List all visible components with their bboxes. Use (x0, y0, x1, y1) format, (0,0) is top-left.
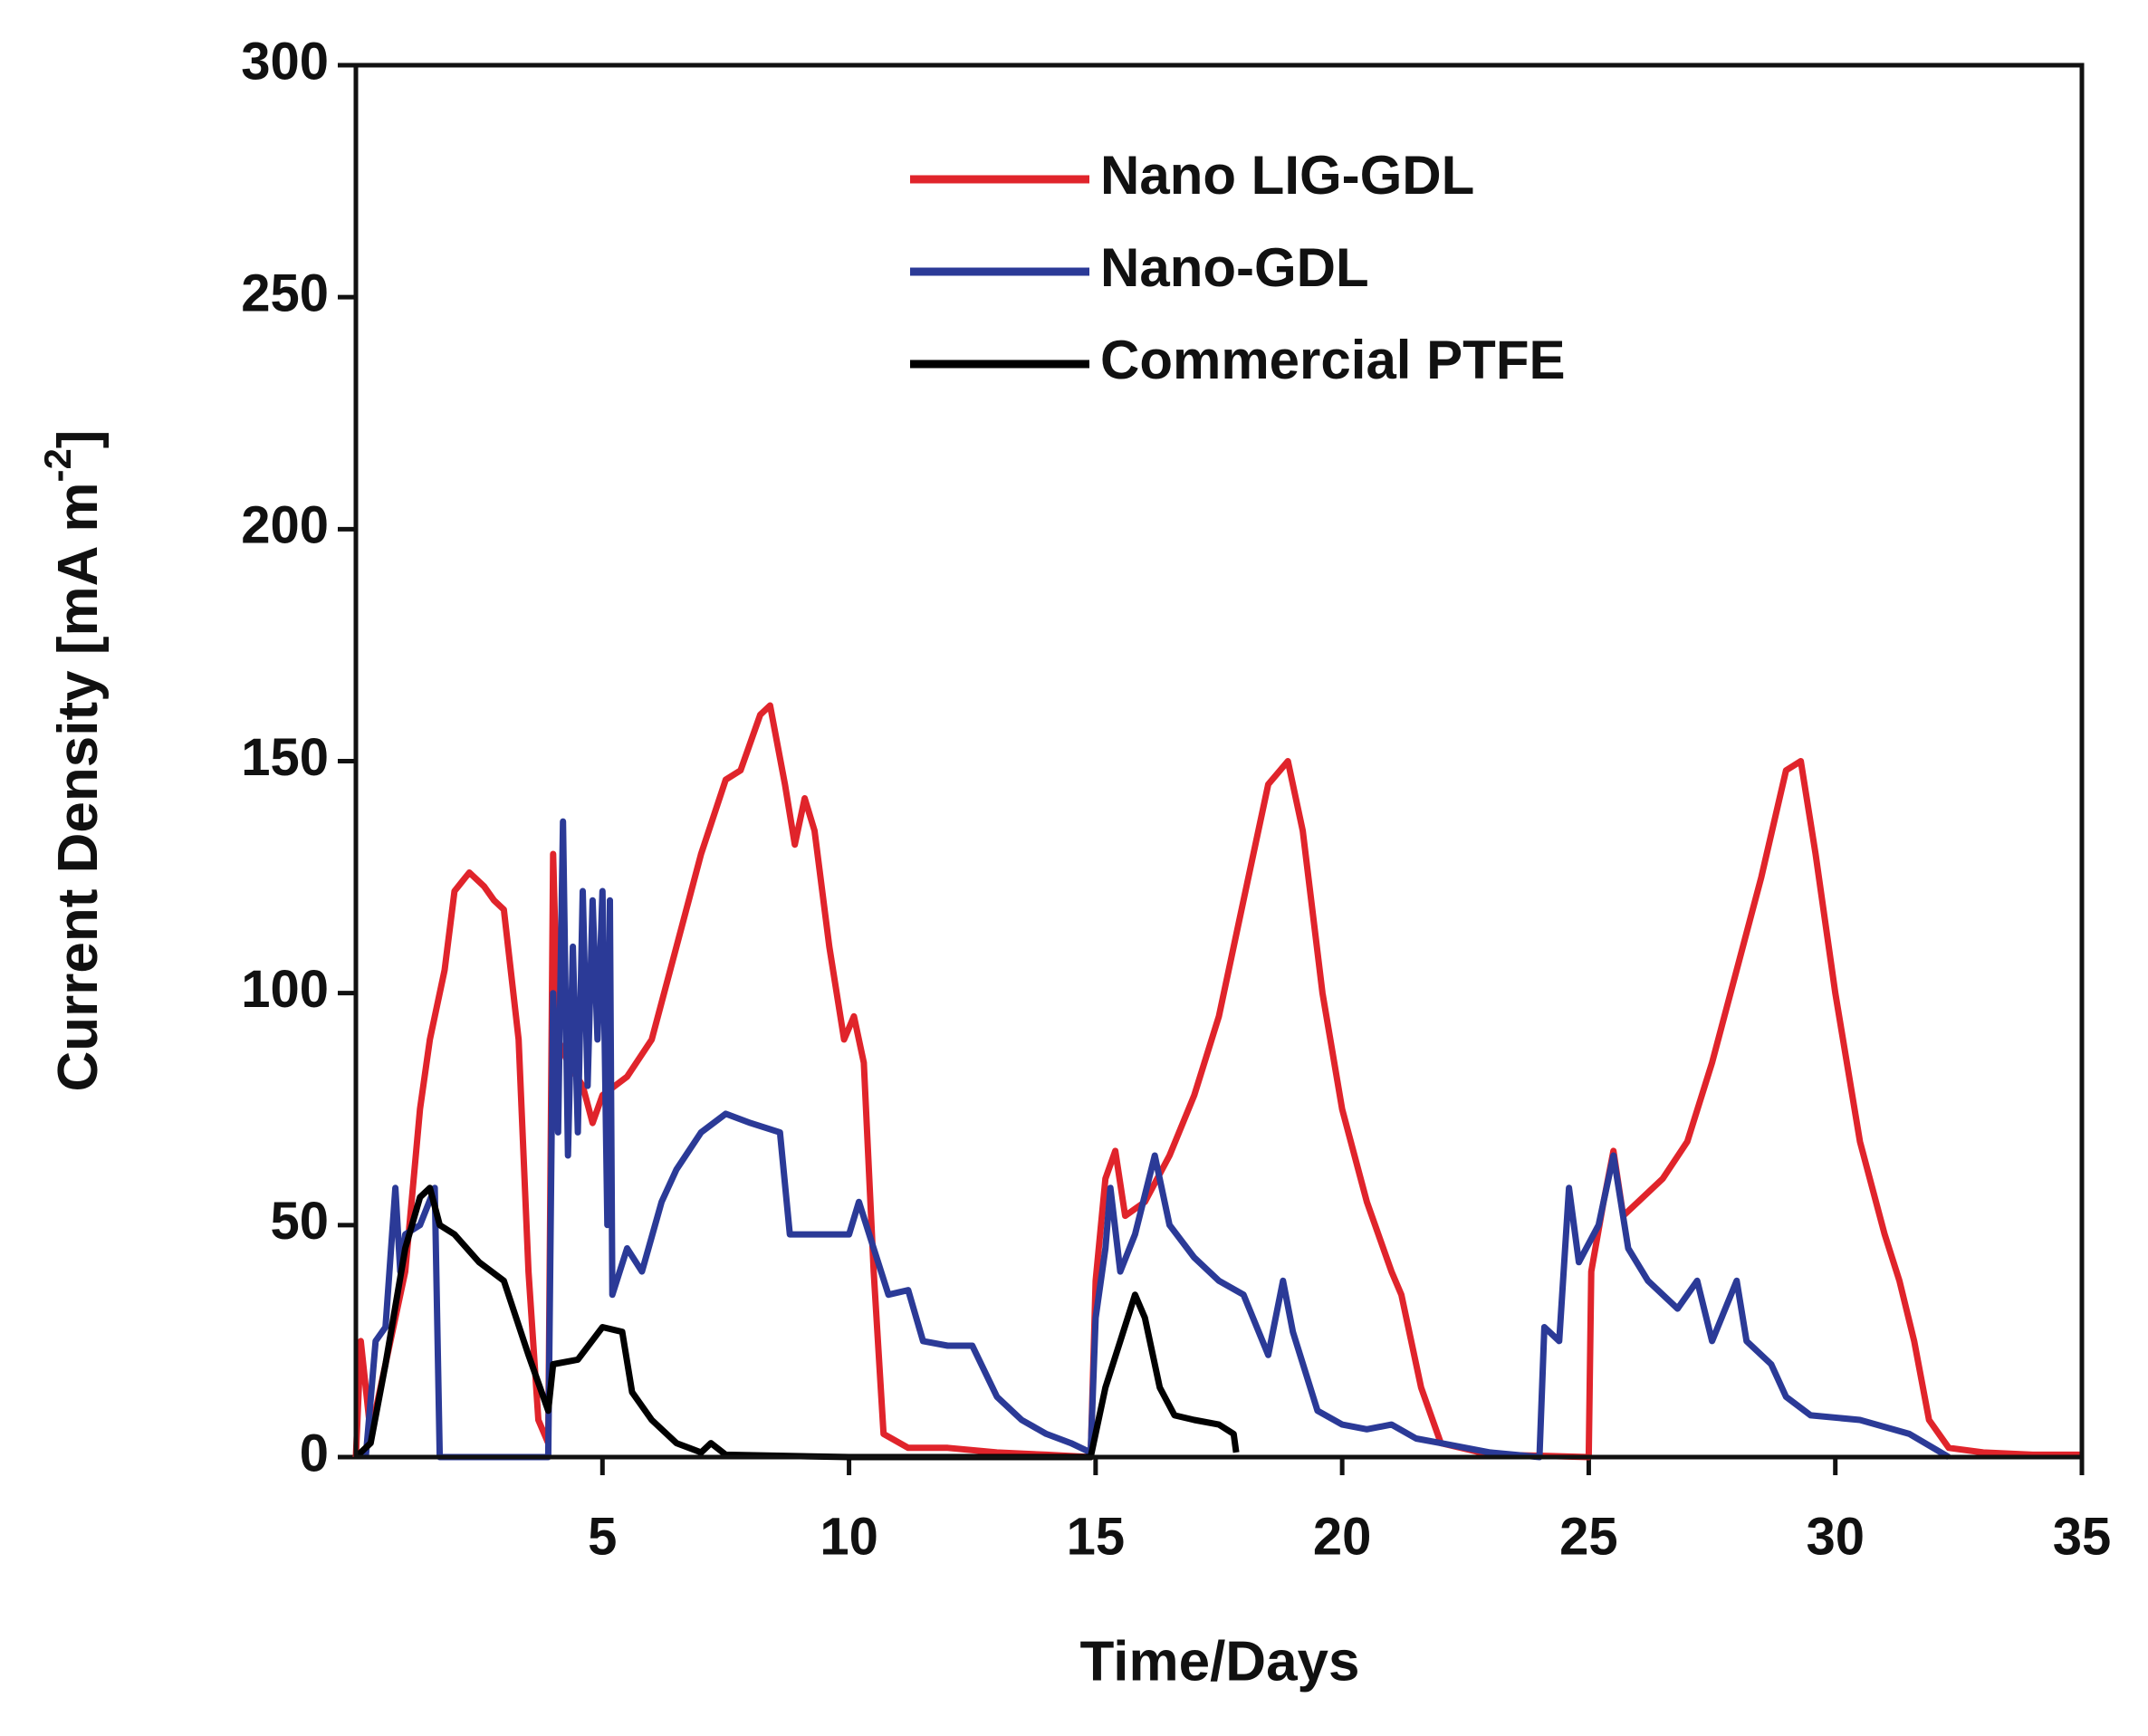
y-tick-label: 0 (300, 1424, 329, 1482)
y-tick-label: 50 (270, 1192, 329, 1251)
y-axis-title-sup: -2 (36, 448, 79, 482)
y-axis-title-text: Current Density [mA m (47, 483, 110, 1092)
y-axis-title: Current Density [mA m-2] (36, 430, 110, 1092)
y-tick-label: 150 (241, 728, 329, 787)
y-tick-label: 300 (241, 32, 329, 91)
y-axis-title-suffix: ] (47, 430, 110, 449)
y-tick-label: 200 (241, 496, 329, 555)
x-tick-label: 10 (820, 1507, 878, 1566)
plot-frame (353, 62, 2085, 1460)
x-tick-label: 20 (1313, 1507, 1372, 1566)
y-tick-label: 250 (241, 264, 329, 322)
x-tick-label: 15 (1067, 1507, 1126, 1566)
legend-label: Commercial PTFE (1100, 330, 1566, 390)
x-tick-label: 25 (1559, 1507, 1618, 1566)
legend-label: Nano LIG-GDL (1100, 145, 1474, 206)
x-axis-title: Time/Days (1079, 1630, 1359, 1693)
x-tick-label: 35 (2053, 1507, 2112, 1566)
x-tick-label: 5 (588, 1507, 617, 1566)
x-tick-label: 30 (1806, 1507, 1865, 1566)
series-line (352, 702, 2082, 1461)
series-line (362, 818, 1951, 1461)
legend-label: Nano-GDL (1100, 237, 1369, 298)
series-line (353, 1185, 1240, 1461)
y-tick-label: 100 (241, 960, 329, 1019)
